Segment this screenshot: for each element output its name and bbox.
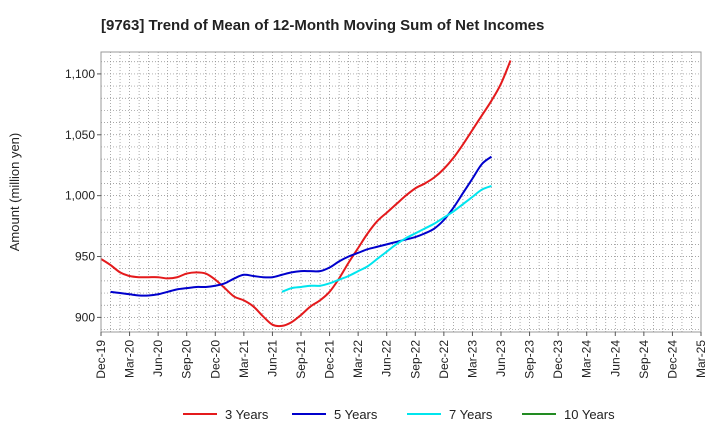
legend-label-10-years: 10 Years — [564, 407, 615, 422]
y-tick-label: 1,100 — [65, 67, 95, 81]
x-tick-label: Sep-22 — [408, 340, 422, 379]
grid-layer — [101, 52, 701, 332]
series-line-3-years — [100, 60, 512, 328]
x-tick-label: Dec-22 — [437, 340, 451, 379]
y-tick-label: 950 — [75, 250, 95, 264]
x-tick-label: Jun-20 — [151, 340, 165, 377]
legend-label-7-years: 7 Years — [449, 407, 493, 422]
x-tick-label: Sep-23 — [523, 340, 537, 379]
x-tick-label: Dec-20 — [208, 340, 222, 379]
x-tick-label: Sep-21 — [294, 340, 308, 379]
x-tick-label: Dec-19 — [94, 340, 108, 379]
plot-frame — [100, 51, 702, 333]
x-tick-label: Jun-21 — [265, 340, 279, 377]
x-tick-labels: Dec-19 Mar-20 Jun-20 Sep-20 Dec-20 Mar-21 Jun-… — [94, 332, 708, 379]
x-tick-label: Jun-24 — [608, 340, 622, 377]
legend: 3 Years 5 Years 7 Years 10 Years — [183, 407, 615, 422]
x-tick-label: Mar-21 — [237, 340, 251, 378]
y-tick-labels: 900 950 1,000 1,050 1,100 — [65, 67, 101, 324]
x-tick-label: Jun-22 — [380, 340, 394, 377]
series-line-7-years — [281, 184, 492, 293]
series-layer — [100, 60, 512, 328]
chart-title: [9763] Trend of Mean of 12-Month Moving … — [101, 17, 544, 34]
x-tick-label: Mar-25 — [694, 340, 708, 378]
series-line-5-years — [110, 155, 493, 297]
x-tick-label: Dec-21 — [323, 340, 337, 379]
legend-label-3-years: 3 Years — [225, 407, 269, 422]
x-tick-label: Mar-22 — [351, 340, 365, 378]
x-tick-label: Mar-23 — [465, 340, 479, 378]
x-tick-label: Mar-20 — [123, 340, 137, 378]
x-tick-label: Sep-24 — [637, 340, 651, 379]
legend-label-5-years: 5 Years — [334, 407, 378, 422]
x-tick-label: Mar-24 — [580, 340, 594, 378]
x-tick-label: Jun-23 — [494, 340, 508, 377]
x-tick-label: Dec-24 — [665, 340, 679, 379]
y-tick-label: 900 — [75, 310, 95, 324]
y-tick-label: 1,000 — [65, 189, 95, 203]
y-axis-title: Amount (million yen) — [7, 133, 22, 252]
y-tick-label: 1,050 — [65, 128, 95, 142]
x-tick-label: Dec-23 — [551, 340, 565, 379]
x-tick-label: Sep-20 — [180, 340, 194, 379]
